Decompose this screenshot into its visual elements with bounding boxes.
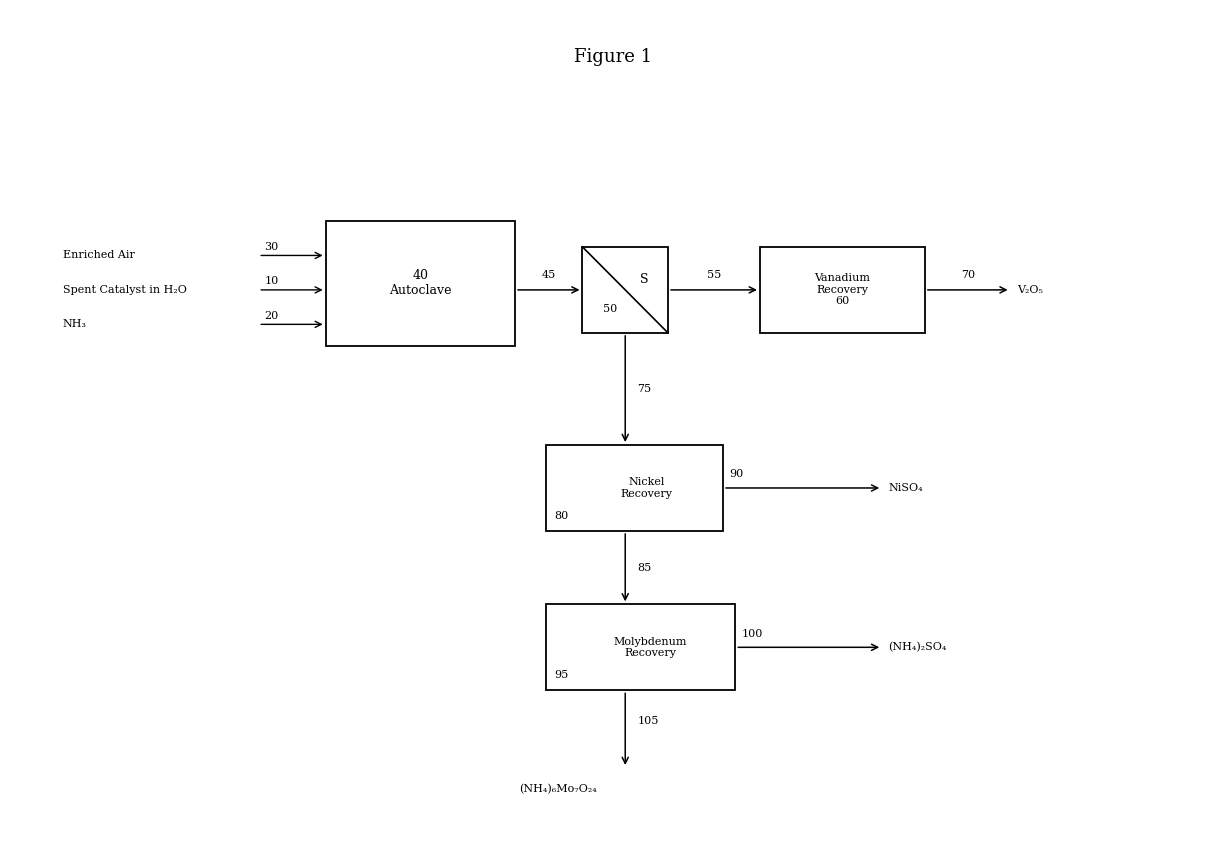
Text: 95: 95 [554,670,569,680]
Text: 20: 20 [265,311,278,321]
Text: 75: 75 [638,384,651,394]
Text: S: S [640,273,649,286]
Text: Spent Catalyst in H₂O: Spent Catalyst in H₂O [63,285,186,295]
Bar [546,604,736,690]
Text: NiSO₄: NiSO₄ [888,483,923,493]
Text: Molybdenum
Recovery: Molybdenum Recovery [613,637,687,658]
Text: 55: 55 [707,270,721,280]
Text: 80: 80 [554,511,569,521]
Bar [326,221,515,346]
Text: 30: 30 [265,242,278,251]
Text: 90: 90 [729,469,743,480]
Text: 45: 45 [542,270,555,280]
Text: 105: 105 [638,715,658,726]
Text: Vanadium
Recovery
60: Vanadium Recovery 60 [814,273,870,307]
Bar [582,247,668,333]
Text: Nickel
Recovery: Nickel Recovery [620,477,673,499]
Text: 40
Autoclave: 40 Autoclave [389,270,451,297]
Text: 70: 70 [961,270,975,280]
Text: (NH₄)₆Mo₇O₂₄: (NH₄)₆Mo₇O₂₄ [519,785,597,795]
Text: Enriched Air: Enriched Air [63,251,135,260]
Text: 85: 85 [638,562,652,573]
Text: (NH₄)₂SO₄: (NH₄)₂SO₄ [888,642,946,652]
Text: 10: 10 [265,276,278,286]
Bar [546,445,723,531]
Text: Figure 1: Figure 1 [574,48,652,67]
Bar [760,247,924,333]
Text: V₂O₅: V₂O₅ [1016,285,1042,295]
Text: NH₃: NH₃ [63,320,87,329]
Text: 50: 50 [603,304,617,314]
Text: 100: 100 [742,629,763,638]
